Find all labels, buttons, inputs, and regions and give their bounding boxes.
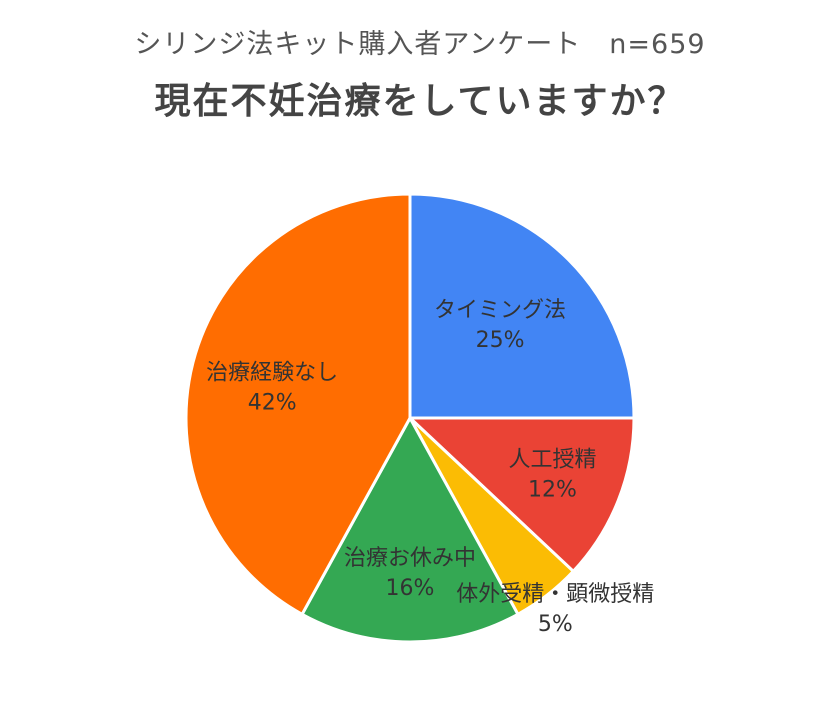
chart-subtitle: シリンジ法キット購入者アンケート n=659 [134,29,706,60]
slice-percent-label: 5% [538,612,573,637]
slice-category-label: 体外受精・顕微授精 [456,582,654,607]
slice-category-label: 治療お休み中 [344,546,476,571]
slice-percent-label: 16% [386,576,435,601]
pie-labels: タイミング法 25% 人工授精 12% 体外受精・顕微授精 5% 治療お休み中 16% 治療経験… [206,298,654,637]
chart-title: 現在不妊治療をしていますか？ [154,81,686,122]
pie-slice-4 [300,416,520,644]
pie-slice-1 [408,192,636,420]
slice-category-label: 人工授精 [508,447,596,472]
slice-category-label: 治療経験なし [206,361,338,386]
pie-slice-2 [408,416,636,573]
slice-category-label: タイミング法 [434,298,566,323]
slice-percent-label: 25% [476,328,525,353]
pie-slice-5 [184,192,412,616]
pie-slices [184,192,636,644]
slice-percent-label: 12% [528,477,577,502]
slice-percent-label: 42% [248,391,297,416]
